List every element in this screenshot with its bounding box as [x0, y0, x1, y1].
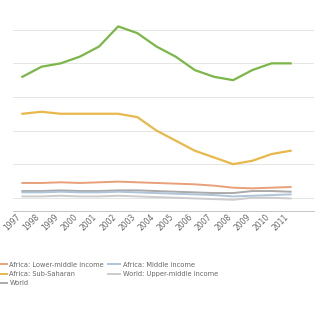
Africa: Lower-middle income: (2e+03, 7.2): Lower-middle income: (2e+03, 7.2) — [20, 181, 24, 185]
Africa: Sub-Saharan: (2e+03, 17.5): Sub-Saharan: (2e+03, 17.5) — [78, 112, 82, 116]
Africa: Lower-middle income: (2e+03, 7.2): Lower-middle income: (2e+03, 7.2) — [155, 181, 158, 185]
Africa: Sub-Saharan: (2e+03, 17.5): Sub-Saharan: (2e+03, 17.5) — [59, 112, 63, 116]
World: Upper-middle income: (2.01e+03, 4.9): Upper-middle income: (2.01e+03, 4.9) — [193, 196, 197, 200]
Africa: Middle income: (2.01e+03, 5.5): Middle income: (2.01e+03, 5.5) — [289, 192, 292, 196]
Africa: Middle income: (2e+03, 5.9): Middle income: (2e+03, 5.9) — [116, 190, 120, 194]
Africa: Sub-Saharan: (2.01e+03, 10.5): Sub-Saharan: (2.01e+03, 10.5) — [250, 159, 254, 163]
World — [212, 191, 216, 195]
Africa: Lower-middle income: (2e+03, 7.2): Lower-middle income: (2e+03, 7.2) — [40, 181, 44, 185]
World: Upper-middle income: (2.01e+03, 5): Upper-middle income: (2.01e+03, 5) — [269, 196, 273, 200]
Line: World: World — [22, 190, 291, 193]
World — [174, 190, 178, 194]
Africa: Lower-middle income: (2e+03, 7.3): Lower-middle income: (2e+03, 7.3) — [135, 180, 139, 184]
World: Upper-middle income: (2e+03, 5): Upper-middle income: (2e+03, 5) — [174, 196, 178, 200]
South Africa — [135, 31, 139, 35]
World — [20, 189, 24, 193]
South Africa — [250, 68, 254, 72]
World: Upper-middle income: (2.01e+03, 4.8): Upper-middle income: (2.01e+03, 4.8) — [212, 197, 216, 201]
World — [59, 188, 63, 192]
Africa: Sub-Saharan: (2e+03, 13.5): Sub-Saharan: (2e+03, 13.5) — [174, 139, 178, 142]
Line: Africa: Sub-Saharan: Africa: Sub-Saharan — [22, 112, 291, 164]
World — [40, 189, 44, 193]
Line: Africa: Middle income: Africa: Middle income — [22, 192, 291, 196]
World — [193, 190, 197, 194]
World: Upper-middle income: (2e+03, 5.2): Upper-middle income: (2e+03, 5.2) — [20, 195, 24, 198]
Africa: Sub-Saharan: (2e+03, 17.8): Sub-Saharan: (2e+03, 17.8) — [40, 110, 44, 114]
Africa: Sub-Saharan: (2e+03, 17.5): Sub-Saharan: (2e+03, 17.5) — [116, 112, 120, 116]
Africa: Sub-Saharan: (2.01e+03, 10): Sub-Saharan: (2.01e+03, 10) — [231, 162, 235, 166]
Africa: Sub-Saharan: (2e+03, 17.5): Sub-Saharan: (2e+03, 17.5) — [20, 112, 24, 116]
World — [289, 190, 292, 194]
South Africa — [155, 44, 158, 48]
South Africa — [40, 65, 44, 68]
South Africa — [20, 75, 24, 79]
World: Upper-middle income: (2e+03, 5.2): Upper-middle income: (2e+03, 5.2) — [135, 195, 139, 198]
World: Upper-middle income: (2e+03, 5.2): Upper-middle income: (2e+03, 5.2) — [78, 195, 82, 198]
Line: Africa: Lower-middle income: Africa: Lower-middle income — [22, 182, 291, 188]
South Africa — [269, 61, 273, 65]
World: Upper-middle income: (2e+03, 5.3): Upper-middle income: (2e+03, 5.3) — [116, 194, 120, 198]
Africa: Middle income: (2e+03, 5.9): Middle income: (2e+03, 5.9) — [59, 190, 63, 194]
South Africa — [231, 78, 235, 82]
South Africa — [59, 61, 63, 65]
Line: South Africa: South Africa — [22, 26, 291, 80]
World — [155, 189, 158, 193]
World: Upper-middle income: (2.01e+03, 5): Upper-middle income: (2.01e+03, 5) — [250, 196, 254, 200]
Africa: Lower-middle income: (2.01e+03, 7): Lower-middle income: (2.01e+03, 7) — [193, 182, 197, 186]
Africa: Middle income: (2e+03, 5.8): Middle income: (2e+03, 5.8) — [40, 190, 44, 194]
World — [135, 188, 139, 192]
Africa: Lower-middle income: (2e+03, 7.1): Lower-middle income: (2e+03, 7.1) — [174, 182, 178, 186]
South Africa — [174, 55, 178, 59]
World: Upper-middle income: (2.01e+03, 4.9): Upper-middle income: (2.01e+03, 4.9) — [289, 196, 292, 200]
Africa: Middle income: (2.01e+03, 5.2): Middle income: (2.01e+03, 5.2) — [231, 195, 235, 198]
Africa: Lower-middle income: (2e+03, 7.3): Lower-middle income: (2e+03, 7.3) — [59, 180, 63, 184]
South Africa — [289, 61, 292, 65]
Africa: Middle income: (2.01e+03, 5.4): Middle income: (2.01e+03, 5.4) — [212, 193, 216, 197]
World: Upper-middle income: (2e+03, 5.2): Upper-middle income: (2e+03, 5.2) — [97, 195, 101, 198]
Africa: Lower-middle income: (2.01e+03, 6.5): Lower-middle income: (2.01e+03, 6.5) — [269, 186, 273, 189]
World — [78, 189, 82, 193]
South Africa — [78, 55, 82, 59]
Africa: Lower-middle income: (2.01e+03, 6.8): Lower-middle income: (2.01e+03, 6.8) — [212, 184, 216, 188]
Africa: Middle income: (2.01e+03, 5.5): Middle income: (2.01e+03, 5.5) — [193, 192, 197, 196]
Africa: Sub-Saharan: (2e+03, 17.5): Sub-Saharan: (2e+03, 17.5) — [97, 112, 101, 116]
Africa: Lower-middle income: (2.01e+03, 6.6): Lower-middle income: (2.01e+03, 6.6) — [289, 185, 292, 189]
Africa: Middle income: (2e+03, 5.6): Middle income: (2e+03, 5.6) — [174, 192, 178, 196]
World: Upper-middle income: (2.01e+03, 4.7): Upper-middle income: (2.01e+03, 4.7) — [231, 198, 235, 202]
World: Upper-middle income: (2e+03, 5.1): Upper-middle income: (2e+03, 5.1) — [155, 195, 158, 199]
Africa: Sub-Saharan: (2.01e+03, 12): Sub-Saharan: (2.01e+03, 12) — [193, 149, 197, 153]
South Africa — [212, 75, 216, 79]
World — [231, 191, 235, 195]
World — [116, 188, 120, 192]
Africa: Middle income: (2e+03, 5.8): Middle income: (2e+03, 5.8) — [135, 190, 139, 194]
South Africa — [193, 68, 197, 72]
Line: World: Upper-middle income: World: Upper-middle income — [22, 196, 291, 200]
South Africa — [97, 44, 101, 48]
Africa: Sub-Saharan: (2e+03, 17): Sub-Saharan: (2e+03, 17) — [135, 115, 139, 119]
Africa: Lower-middle income: (2e+03, 7.3): Lower-middle income: (2e+03, 7.3) — [97, 180, 101, 184]
Africa: Lower-middle income: (2e+03, 7.2): Lower-middle income: (2e+03, 7.2) — [78, 181, 82, 185]
Africa: Lower-middle income: (2.01e+03, 6.5): Lower-middle income: (2.01e+03, 6.5) — [231, 186, 235, 189]
Africa: Sub-Saharan: (2.01e+03, 12): Sub-Saharan: (2.01e+03, 12) — [289, 149, 292, 153]
World — [97, 189, 101, 193]
Africa: Middle income: (2e+03, 5.8): Middle income: (2e+03, 5.8) — [78, 190, 82, 194]
Africa: Lower-middle income: (2.01e+03, 6.4): Lower-middle income: (2.01e+03, 6.4) — [250, 187, 254, 190]
Legend: Africa: Lower-middle income, Africa: Sub-Saharan, World, Africa: Middle income, : Africa: Lower-middle income, Africa: Sub… — [0, 259, 221, 289]
World: Upper-middle income: (2e+03, 5.2): Upper-middle income: (2e+03, 5.2) — [40, 195, 44, 198]
Africa: Sub-Saharan: (2e+03, 15): Sub-Saharan: (2e+03, 15) — [155, 129, 158, 132]
Africa: Lower-middle income: (2e+03, 7.4): Lower-middle income: (2e+03, 7.4) — [116, 180, 120, 184]
Africa: Middle income: (2.01e+03, 5.4): Middle income: (2.01e+03, 5.4) — [269, 193, 273, 197]
Africa: Middle income: (2e+03, 5.7): Middle income: (2e+03, 5.7) — [155, 191, 158, 195]
Africa: Sub-Saharan: (2.01e+03, 11): Sub-Saharan: (2.01e+03, 11) — [212, 156, 216, 159]
World: Upper-middle income: (2e+03, 5.3): Upper-middle income: (2e+03, 5.3) — [59, 194, 63, 198]
Africa: Middle income: (2e+03, 5.8): Middle income: (2e+03, 5.8) — [20, 190, 24, 194]
World — [250, 189, 254, 193]
Africa: Sub-Saharan: (2.01e+03, 11.5): Sub-Saharan: (2.01e+03, 11.5) — [269, 152, 273, 156]
Africa: Middle income: (2e+03, 5.8): Middle income: (2e+03, 5.8) — [97, 190, 101, 194]
Africa: Middle income: (2.01e+03, 5.3): Middle income: (2.01e+03, 5.3) — [250, 194, 254, 198]
World — [269, 189, 273, 193]
South Africa — [116, 24, 120, 28]
